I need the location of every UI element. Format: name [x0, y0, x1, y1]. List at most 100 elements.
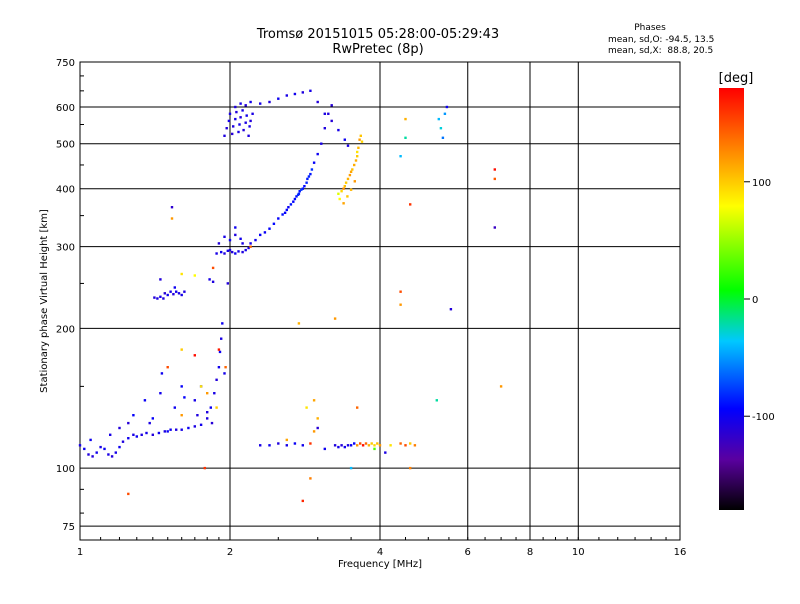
chart-subtitle: RwPretec (8p) — [332, 42, 423, 57]
data-point — [145, 431, 148, 435]
data-point — [206, 417, 209, 420]
data-point — [180, 428, 183, 431]
data-point — [309, 172, 312, 176]
data-point — [404, 444, 407, 447]
data-point — [404, 136, 407, 139]
data-point — [249, 245, 252, 248]
data-point — [234, 233, 237, 237]
data-point — [210, 421, 214, 425]
data-point — [268, 100, 271, 104]
x-tick-label: 8 — [527, 547, 533, 558]
data-point — [356, 155, 359, 158]
data-point — [296, 193, 300, 196]
y-axis-label: Stationary phase Virtual Height [km] — [39, 209, 50, 393]
data-point — [226, 249, 229, 252]
data-point — [356, 444, 359, 447]
data-point — [211, 280, 215, 283]
data-point — [110, 455, 114, 458]
data-point — [234, 252, 237, 255]
data-point — [301, 187, 304, 190]
data-point — [330, 119, 333, 123]
data-point — [309, 442, 312, 445]
data-point — [320, 142, 323, 145]
data-point — [254, 238, 257, 242]
data-point — [238, 123, 241, 126]
data-point — [151, 433, 154, 436]
data-point — [351, 168, 354, 171]
data-point — [346, 177, 350, 181]
data-point — [263, 231, 267, 234]
data-point — [180, 414, 183, 417]
data-point — [303, 185, 306, 188]
data-point — [177, 292, 181, 295]
data-point — [242, 128, 245, 132]
data-point — [293, 197, 297, 201]
data-point — [312, 430, 316, 433]
data-point — [293, 92, 297, 96]
data-point — [107, 453, 110, 456]
data-point — [305, 181, 308, 184]
data-point — [340, 444, 343, 447]
data-point — [356, 406, 359, 409]
data-point — [183, 290, 186, 293]
data-point — [132, 433, 135, 436]
data-point — [333, 317, 337, 320]
data-point — [337, 445, 340, 449]
data-point — [206, 392, 209, 395]
data-point — [360, 140, 364, 143]
data-point — [172, 293, 175, 296]
data-point — [241, 250, 244, 254]
colorbar-ticks: 100 0 -100 — [744, 178, 775, 423]
data-point — [309, 89, 312, 92]
data-point — [220, 337, 223, 340]
data-point — [373, 444, 376, 447]
data-point — [180, 293, 183, 297]
data-point — [228, 238, 232, 242]
data-point — [344, 181, 348, 184]
data-point — [140, 433, 143, 436]
data-point — [234, 226, 237, 229]
data-point — [166, 366, 169, 369]
data-point — [241, 109, 244, 112]
data-point — [127, 437, 130, 440]
data-point — [298, 190, 301, 193]
data-point — [409, 442, 412, 445]
data-point — [213, 392, 216, 395]
data-point — [127, 492, 130, 496]
data-point — [132, 414, 135, 417]
data-point — [272, 222, 276, 225]
data-point — [413, 444, 417, 447]
data-point — [83, 447, 86, 451]
data-point — [373, 447, 376, 451]
data-point — [330, 104, 333, 107]
data-point — [285, 444, 288, 447]
data-point — [114, 451, 117, 454]
data-point — [323, 127, 326, 130]
data-point — [249, 119, 252, 123]
data-point — [353, 180, 356, 183]
data-point — [384, 451, 387, 454]
data-point — [193, 425, 196, 428]
data-point — [376, 442, 379, 445]
data-point — [359, 442, 362, 445]
data-point — [241, 242, 244, 245]
data-point — [338, 197, 341, 201]
data-point — [170, 217, 174, 220]
y-tick-label: 100 — [56, 464, 75, 475]
y-tick-label: 200 — [56, 324, 75, 335]
data-point — [343, 445, 346, 449]
data-point — [327, 112, 330, 115]
colorbar-tick-label: 100 — [752, 178, 771, 189]
data-point — [493, 226, 496, 229]
data-point — [225, 127, 228, 130]
data-point — [297, 322, 301, 325]
data-point — [354, 159, 358, 162]
data-point — [231, 132, 234, 136]
data-point — [148, 421, 151, 425]
x-tick-labels: 1 2 4 6 8 10 16 — [77, 547, 687, 558]
y-tick-label: 500 — [56, 140, 75, 151]
chart-title: Tromsø 20151015 05:28:00-05:29:43 — [256, 27, 499, 42]
data-point — [209, 406, 212, 409]
data-point — [247, 134, 250, 137]
